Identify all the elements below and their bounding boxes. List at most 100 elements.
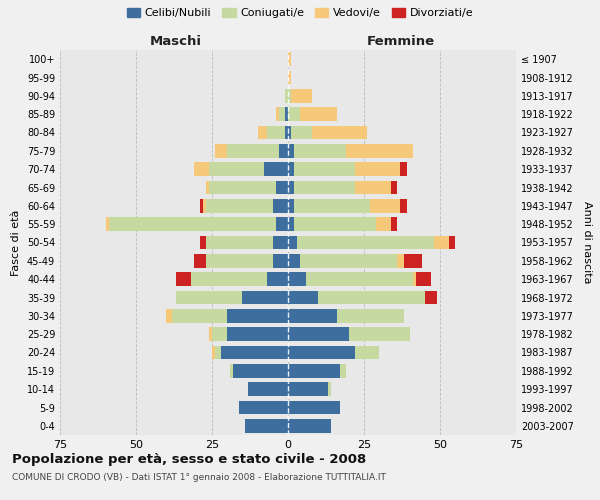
Bar: [400, 199, 407, 212]
Bar: [200, 199, 203, 212]
Bar: [288, 236, 297, 250]
Bar: [294, 162, 355, 176]
Bar: [279, 108, 285, 121]
Bar: [273, 236, 288, 250]
Bar: [340, 364, 346, 378]
Bar: [227, 309, 288, 322]
Bar: [328, 382, 331, 396]
Bar: [288, 272, 306, 286]
Bar: [215, 144, 227, 158]
Bar: [294, 218, 376, 231]
Bar: [288, 108, 300, 121]
Bar: [227, 328, 288, 341]
Bar: [285, 89, 288, 102]
Bar: [370, 199, 400, 212]
Bar: [273, 199, 288, 212]
Bar: [209, 162, 263, 176]
Bar: [306, 272, 413, 286]
Bar: [239, 400, 288, 414]
Bar: [349, 328, 410, 341]
Bar: [109, 218, 276, 231]
Bar: [206, 180, 209, 194]
Bar: [263, 162, 288, 176]
Bar: [288, 180, 294, 194]
Bar: [209, 180, 276, 194]
Bar: [206, 199, 273, 212]
Bar: [288, 364, 340, 378]
Text: Popolazione per età, sesso e stato civile - 2008: Popolazione per età, sesso e stato civil…: [12, 452, 366, 466]
Bar: [288, 290, 319, 304]
Bar: [355, 162, 400, 176]
Bar: [294, 180, 355, 194]
Bar: [273, 254, 288, 268]
Text: COMUNE DI CRODO (VB) - Dati ISTAT 1° gennaio 2008 - Elaborazione TUTTITALIA.IT: COMUNE DI CRODO (VB) - Dati ISTAT 1° gen…: [12, 472, 386, 482]
Bar: [288, 346, 355, 360]
Bar: [288, 400, 340, 414]
Bar: [209, 328, 212, 341]
Bar: [297, 236, 434, 250]
Bar: [434, 236, 449, 250]
Bar: [288, 162, 294, 176]
Bar: [172, 309, 227, 322]
Bar: [285, 126, 288, 140]
Bar: [416, 272, 431, 286]
Bar: [288, 254, 300, 268]
Bar: [242, 290, 288, 304]
Bar: [449, 236, 455, 250]
Bar: [391, 180, 397, 194]
Bar: [288, 419, 331, 432]
Bar: [346, 144, 413, 158]
Bar: [288, 382, 328, 396]
Bar: [221, 346, 288, 360]
Bar: [288, 126, 291, 140]
Text: Maschi: Maschi: [149, 35, 202, 48]
Bar: [227, 144, 279, 158]
Bar: [288, 328, 349, 341]
Bar: [391, 218, 397, 231]
Bar: [206, 254, 273, 268]
Bar: [276, 180, 288, 194]
Bar: [276, 108, 279, 121]
Bar: [291, 89, 313, 102]
Bar: [319, 290, 425, 304]
Bar: [355, 346, 379, 360]
Bar: [425, 290, 437, 304]
Text: Femmine: Femmine: [367, 35, 434, 48]
Bar: [267, 272, 288, 286]
Bar: [276, 218, 288, 231]
Bar: [215, 346, 221, 360]
Bar: [288, 70, 291, 85]
Bar: [288, 199, 294, 212]
Bar: [376, 218, 391, 231]
Bar: [294, 199, 370, 212]
Bar: [285, 108, 288, 121]
Y-axis label: Anni di nascita: Anni di nascita: [582, 201, 592, 284]
Legend: Celibi/Nubili, Coniugati/e, Vedovi/e, Divorziati/e: Celibi/Nubili, Coniugati/e, Vedovi/e, Di…: [124, 6, 476, 20]
Bar: [413, 272, 416, 286]
Bar: [288, 89, 291, 102]
Bar: [291, 126, 313, 140]
Bar: [279, 144, 288, 158]
Bar: [288, 52, 291, 66]
Bar: [248, 382, 288, 396]
Bar: [404, 254, 422, 268]
Bar: [355, 180, 391, 194]
Bar: [194, 254, 206, 268]
Bar: [288, 144, 294, 158]
Y-axis label: Fasce di età: Fasce di età: [11, 210, 21, 276]
Bar: [267, 126, 285, 140]
Bar: [294, 144, 346, 158]
Bar: [233, 364, 288, 378]
Bar: [191, 272, 267, 286]
Bar: [313, 126, 367, 140]
Bar: [257, 126, 267, 140]
Bar: [245, 419, 288, 432]
Bar: [176, 290, 242, 304]
Bar: [212, 346, 215, 360]
Bar: [300, 254, 397, 268]
Bar: [337, 309, 404, 322]
Bar: [106, 218, 109, 231]
Bar: [194, 162, 209, 176]
Bar: [166, 309, 172, 322]
Bar: [288, 218, 294, 231]
